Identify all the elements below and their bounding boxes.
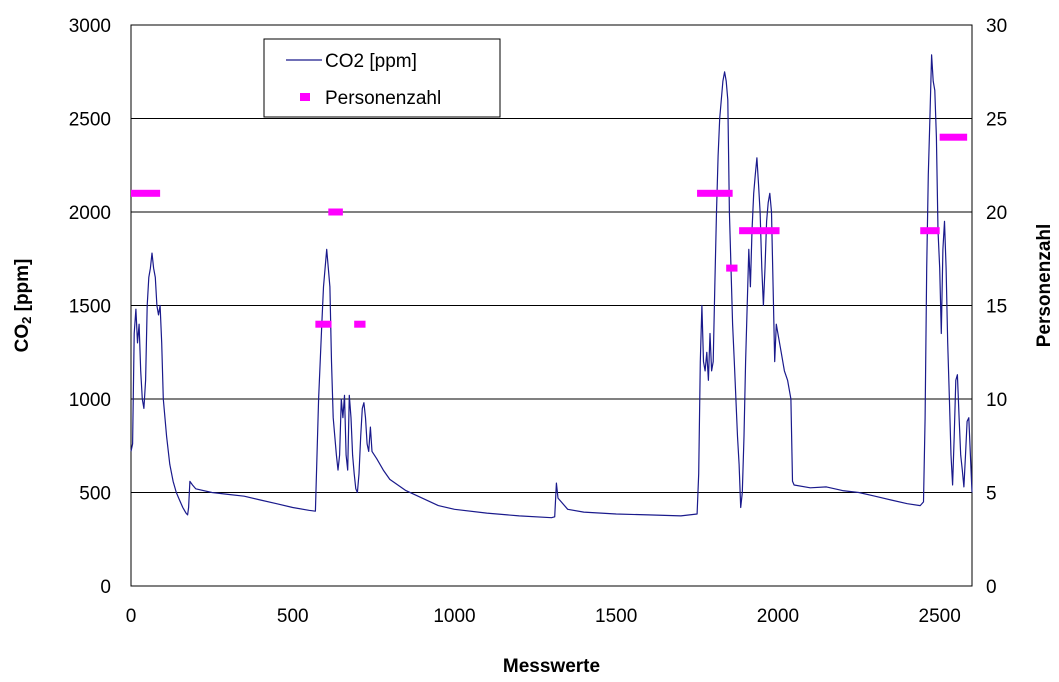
legend-box: [263, 38, 501, 118]
y2-tick-label: 0: [986, 577, 997, 598]
x-tick-label: 1500: [595, 606, 637, 627]
co2-series-line: [130, 54, 973, 519]
y2-tick-label: 30: [986, 16, 1007, 37]
legend-persons-label: Personenzahl: [325, 88, 441, 109]
y-axis-title-subscript: 2: [19, 317, 34, 324]
y-tick-label: 2000: [69, 203, 111, 224]
gridlines: [131, 118, 972, 493]
tick-labels: 0 500 1000 1500 2000 2500 3000 0 5 10 15 20 25 30 0 500…: [69, 16, 1007, 627]
persons-marker: [697, 189, 733, 197]
persons-marker: [315, 320, 332, 328]
persons-marker: [726, 264, 738, 272]
persons-layer: [131, 133, 968, 328]
y2-tick-label: 10: [986, 390, 1007, 411]
x-tick-label: 2000: [757, 606, 799, 627]
x-axis-title: Messwerte: [503, 656, 600, 677]
y2-tick-label: 5: [986, 484, 997, 505]
y-tick-label: 1000: [69, 390, 111, 411]
y-tick-label: 0: [100, 577, 111, 598]
legend-co2-label: CO2 [ppm]: [325, 51, 417, 72]
y-tick-label: 1500: [69, 297, 111, 318]
persons-marker: [939, 133, 968, 141]
y-axis-title: CO2 [ppm]: [12, 259, 34, 353]
y-tick-label: 3000: [69, 16, 111, 37]
y2-tick-label: 15: [986, 297, 1007, 318]
y2-tick-label: 20: [986, 203, 1007, 224]
legend: CO2 [ppm] Personenzahl: [263, 38, 501, 118]
persons-marker: [354, 320, 366, 328]
x-tick-label: 0: [126, 606, 137, 627]
plot-frame: [130, 24, 973, 587]
x-tick-label: 500: [277, 606, 309, 627]
persons-marker: [131, 189, 161, 197]
x-tick-label: 1000: [433, 606, 475, 627]
y2-axis-title: Personenzahl: [1034, 224, 1055, 348]
legend-persons-swatch: [300, 93, 310, 101]
y-axis-title-main: CO: [12, 324, 33, 353]
persons-marker: [739, 227, 780, 235]
y-axis-title-unit: [ppm]: [12, 259, 33, 317]
x-tick-label: 2500: [919, 606, 961, 627]
y2-tick-label: 25: [986, 110, 1007, 131]
y-tick-label: 2500: [69, 110, 111, 131]
series-layer: [130, 54, 973, 519]
persons-marker: [328, 208, 343, 216]
persons-marker: [920, 227, 940, 235]
y-tick-label: 500: [79, 484, 111, 505]
